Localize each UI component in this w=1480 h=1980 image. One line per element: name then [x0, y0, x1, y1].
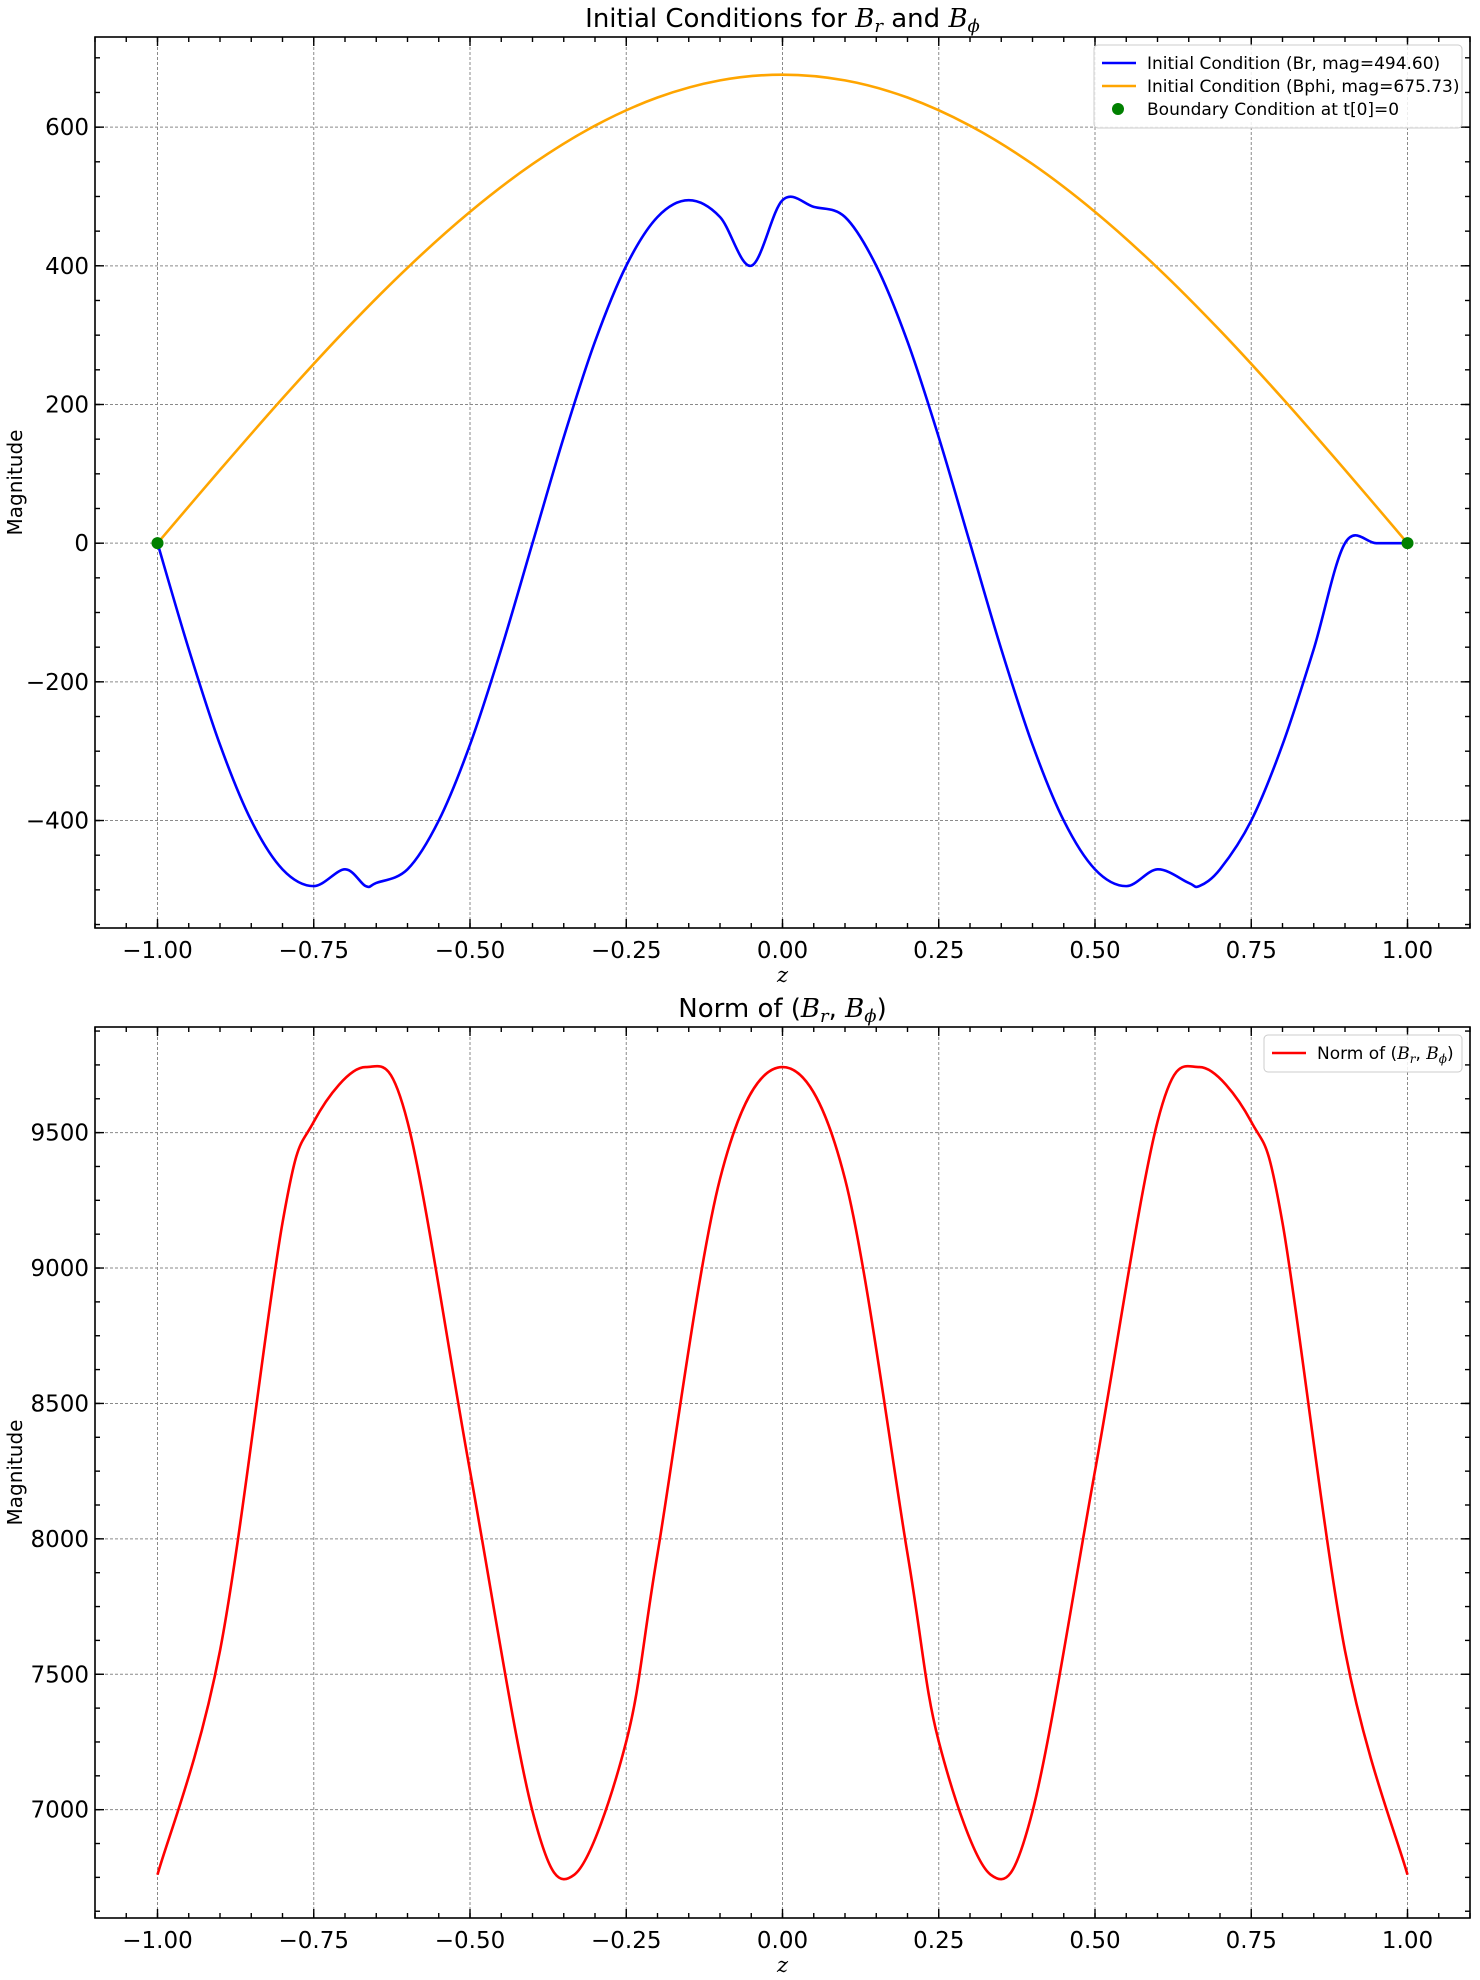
y-tick-label: 9000: [30, 1256, 89, 1282]
x-tick-label: −0.75: [279, 1928, 349, 1954]
legend-entry-label: Initial Condition (Bphi, mag=675.73): [1147, 77, 1460, 97]
legend-entry-label: Boundary Condition at t[0]=0: [1147, 100, 1399, 120]
text-part: ,: [829, 994, 846, 1024]
x-tick-label: −0.50: [435, 938, 505, 964]
y-axis-label: Magnitude: [3, 430, 27, 536]
text-part: B: [1425, 1044, 1439, 1064]
text-part: B: [1396, 1044, 1410, 1064]
text-part: r: [820, 1006, 830, 1027]
text-part: ϕ: [1439, 1052, 1447, 1066]
text-part: ): [1447, 1044, 1454, 1064]
x-tick-label: −0.50: [435, 1928, 505, 1954]
text-part: Norm of (: [678, 994, 801, 1024]
x-tick-label: 0.25: [913, 1928, 964, 1954]
y-axis-label: Magnitude: [3, 1420, 27, 1526]
series-line-0: [156, 195, 1408, 889]
series-line-1: [156, 73, 1409, 545]
plot-frame: [94, 36, 1471, 929]
chart-title: Initial Conditions for Br and Bϕ: [585, 4, 980, 37]
text-part: B: [854, 4, 874, 34]
y-tick-label: 600: [45, 115, 89, 141]
boundary-point: [151, 537, 164, 550]
x-axis-label: z: [776, 1953, 789, 1977]
chart-initial-conditions: −1.00 −0.75 −0.50 −0.25 0.00 0.25 0.50 0.75 1.00…: [3, 4, 1471, 987]
y-tick-label: 200: [45, 392, 89, 418]
text-part: Initial Conditions for: [585, 4, 855, 34]
y-tick-label: 400: [45, 254, 89, 280]
x-tick-label: 0.75: [1226, 938, 1277, 964]
text-part: ϕ: [968, 16, 980, 37]
plot-frame: [94, 1026, 1471, 1919]
y-tick-label: 8500: [30, 1391, 89, 1417]
x-tick-label: 0.25: [913, 938, 964, 964]
y-tick-label: −400: [26, 809, 89, 835]
text-part: r: [1410, 1052, 1417, 1066]
y-tick-label: 7000: [30, 1798, 89, 1824]
series-group: [156, 1064, 1409, 1881]
boundary-point: [1401, 537, 1414, 550]
x-tick-label: −1.00: [122, 1928, 192, 1954]
x-axis-label: z: [776, 963, 789, 987]
chart-title: Norm of (Br, Bϕ): [678, 994, 886, 1027]
y-tick-label: 9500: [30, 1121, 89, 1147]
x-tick-label: 1.00: [1382, 1928, 1433, 1954]
text-part: ,: [1415, 1044, 1426, 1064]
series-group: [156, 73, 1409, 889]
text-part: B: [800, 994, 820, 1024]
x-tick-label: −0.25: [591, 938, 661, 964]
x-tick-label: 0.00: [757, 1928, 808, 1954]
text-part: r: [874, 16, 884, 37]
legend-marker: [1112, 103, 1124, 115]
legend-box: [1263, 1034, 1463, 1073]
x-tick-label: 0.50: [1069, 1928, 1120, 1954]
axis-ticks: [94, 37, 1471, 928]
series-line-0: [156, 1064, 1409, 1881]
x-tick-label: −0.25: [591, 1928, 661, 1954]
text-part: B: [844, 994, 864, 1024]
x-tick-label: −0.75: [279, 938, 349, 964]
legend-box: [1093, 44, 1463, 129]
x-tick-label: −1.00: [122, 938, 192, 964]
x-tick-label: 0.75: [1226, 1928, 1277, 1954]
y-tick-label: −200: [26, 670, 89, 696]
y-tick-label: 8000: [30, 1527, 89, 1553]
x-tick-label: 1.00: [1382, 938, 1433, 964]
y-tick-label: 0: [74, 531, 89, 557]
legend-entry-label: Initial Condition (Br, mag=494.60): [1147, 54, 1440, 74]
y-tick-label: 7500: [30, 1662, 89, 1688]
legend: Initial Condition (Br, mag=494.60) Initia…: [1093, 44, 1463, 129]
text-part: B: [947, 4, 967, 34]
legend: Norm of (Br, Bϕ): [1263, 1034, 1463, 1073]
gridlines: [95, 1027, 1470, 1918]
text-part: ): [877, 994, 887, 1024]
text-part: Norm of (: [1317, 1044, 1397, 1064]
text-part: ϕ: [864, 1006, 876, 1027]
x-tick-label: 0.50: [1069, 938, 1120, 964]
text-part: and: [883, 4, 948, 34]
x-tick-label: 0.00: [757, 938, 808, 964]
chart-norm: −1.00 −0.75 −0.50 −0.25 0.00 0.25 0.50 0.75 1.00…: [3, 994, 1471, 1977]
legend-entry-label: Norm of (Br, Bϕ): [1317, 1044, 1454, 1066]
